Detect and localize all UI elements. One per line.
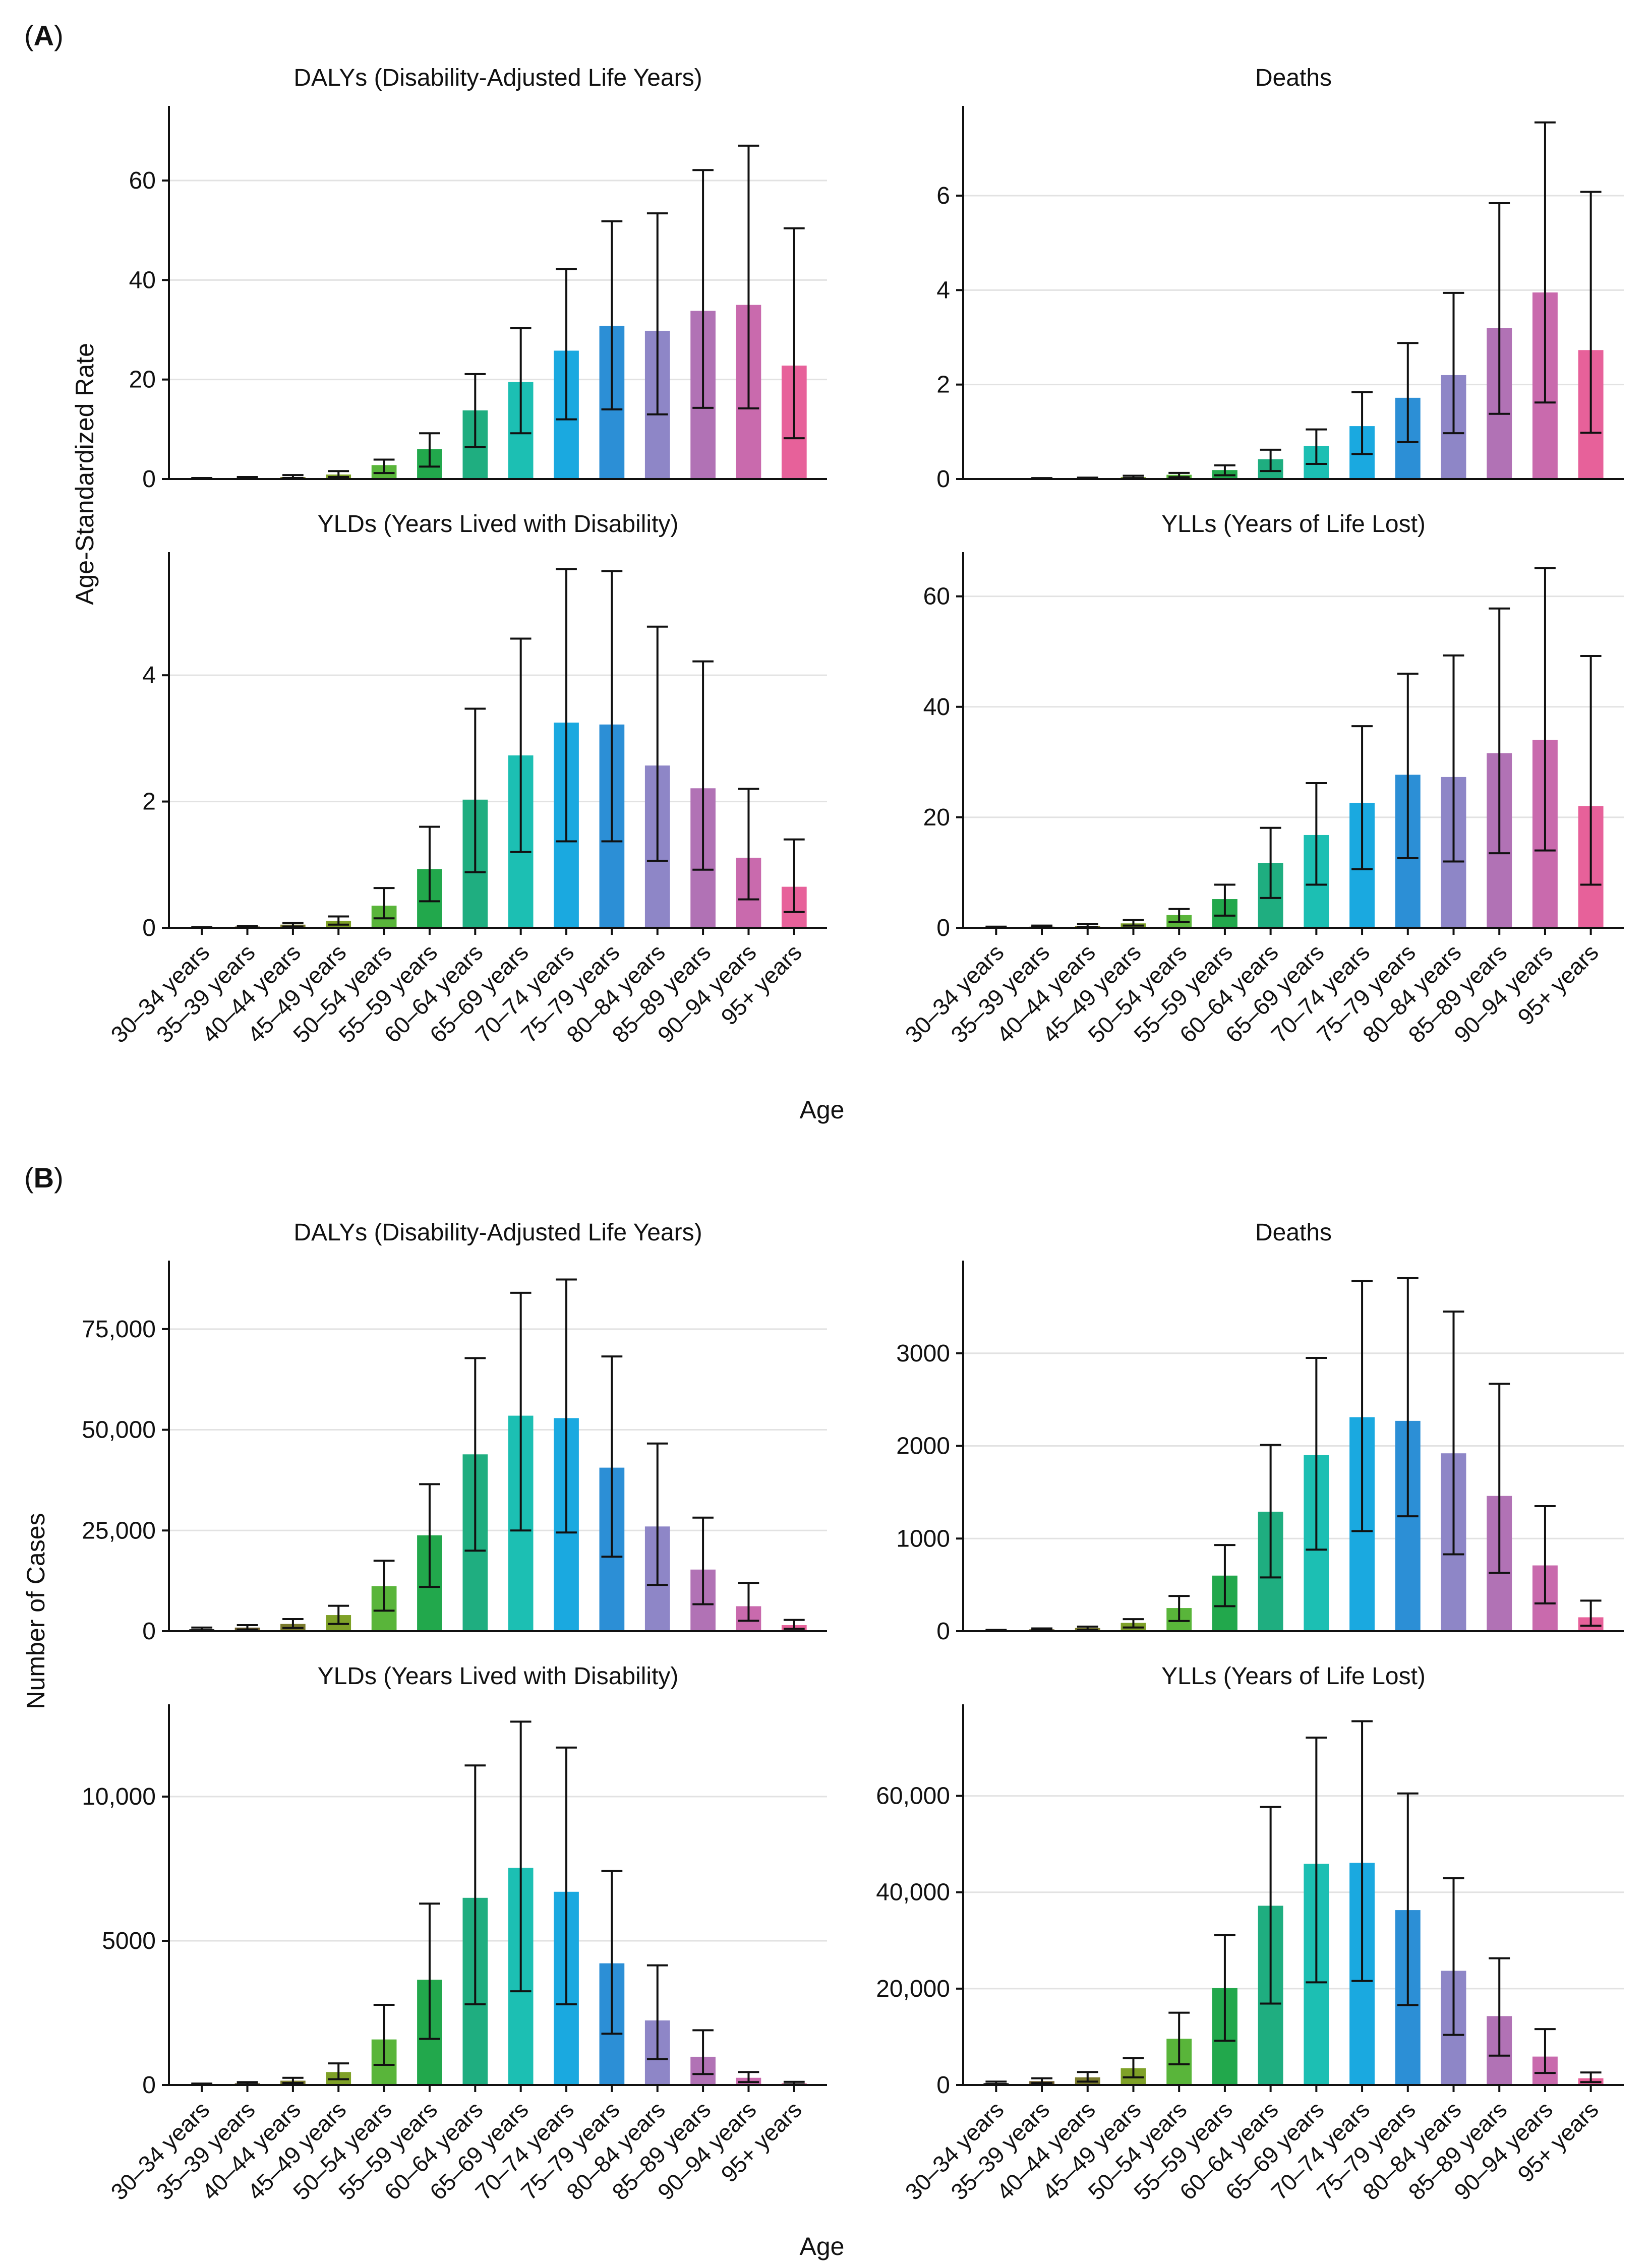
y-tick-label: 0 <box>936 2072 950 2099</box>
y-tick-label: 60 <box>129 167 156 194</box>
panel-label-a-letter: A <box>34 20 54 51</box>
y-tick-label: 5000 <box>102 1928 156 1954</box>
y-tick-label: 0 <box>936 1618 950 1645</box>
chart-title: YLLs (Years of Life Lost) <box>1161 1663 1426 1690</box>
y-tick-label: 50,000 <box>82 1417 156 1444</box>
y-tick-label: 0 <box>936 915 950 941</box>
panel-b-y-axis-label: Number of Cases <box>22 1513 50 1709</box>
axis-lines <box>168 106 827 480</box>
y-tick-label: 4 <box>142 662 156 689</box>
y-tick-label: 0 <box>142 1618 156 1645</box>
chart-title: YLDs (Years Lived with Disability) <box>318 1663 679 1690</box>
y-tick-label: 6 <box>936 183 950 209</box>
panel-a-header: (A) <box>24 20 64 51</box>
chart-title: YLDs (Years Lived with Disability) <box>318 511 679 538</box>
y-tick-label: 0 <box>936 466 950 493</box>
y-tick-label: 10,000 <box>82 1783 156 1810</box>
chart-6: Deaths 0 1000 2000 3000 <box>896 1219 1624 1645</box>
chart-title: DALYs (Disability-Adjusted Life Years) <box>293 1219 702 1246</box>
axis-lines <box>962 552 1624 929</box>
panel-a-x-axis-label: Age <box>800 1096 845 1124</box>
y-tick-label: 0 <box>142 2072 156 2099</box>
chart-7: YLDs (Years Lived with Disability) 0 5000 1… <box>82 1663 827 2205</box>
chart-title: DALYs (Disability-Adjusted Life Years) <box>293 65 702 91</box>
chart-3: YLDs (Years Lived with Disability)02430–… <box>105 511 827 1048</box>
chart-5: DALYs (Disability-Adjusted Life Years) 0 2… <box>82 1219 827 1645</box>
axis-lines <box>168 552 827 929</box>
y-tick-label: 2 <box>142 789 156 815</box>
chart-1: DALYs (Disability-Adjusted Life Years) 0 2… <box>129 65 827 493</box>
chart-title: Deaths <box>1255 1219 1332 1246</box>
y-tick-label: 2000 <box>896 1433 950 1460</box>
y-tick-label: 40 <box>923 694 950 721</box>
chart-title: Deaths <box>1255 65 1332 91</box>
y-tick-label: 4 <box>936 277 950 304</box>
panel-label-b: (B) <box>24 1162 64 1194</box>
y-tick-label: 3000 <box>896 1340 950 1367</box>
y-tick-label: 20 <box>923 804 950 831</box>
y-tick-label: 20,000 <box>876 1976 950 2002</box>
charts-container: DALYs (Disability-Adjusted Life Years) 0 2… <box>82 65 1624 2205</box>
y-tick-label: 20 <box>129 367 156 393</box>
y-tick-label: 40 <box>129 267 156 293</box>
axis-lines <box>168 1704 827 2086</box>
y-tick-label: 60 <box>923 583 950 610</box>
y-tick-label: 25,000 <box>82 1517 156 1544</box>
chart-8: YLLs (Years of Life Lost) 0 20,000 40,000 60… <box>876 1663 1624 2205</box>
y-tick-label: 0 <box>142 915 156 941</box>
y-tick-label: 1000 <box>896 1525 950 1552</box>
axis-lines <box>168 1261 827 1632</box>
panel-label-a: (A) <box>24 20 64 51</box>
axis-lines <box>962 1261 1624 1632</box>
y-tick-label: 2 <box>936 372 950 398</box>
panel-b-header: (B) <box>24 1162 64 1194</box>
y-tick-label: 60,000 <box>876 1783 950 1810</box>
y-tick-label: 75,000 <box>82 1316 156 1343</box>
axis-lines <box>962 1704 1624 2086</box>
panel-b-x-axis-label: Age <box>800 2232 845 2260</box>
panel-label-b-letter: B <box>34 1162 54 1194</box>
chart-2: Deaths 0 2 4 6 <box>936 65 1624 493</box>
axis-lines <box>962 106 1624 480</box>
panel-a-y-axis-label: Age-Standardized Rate <box>71 343 99 605</box>
chart-title: YLLs (Years of Life Lost) <box>1161 511 1426 538</box>
y-tick-label: 0 <box>142 466 156 493</box>
y-tick-label: 40,000 <box>876 1879 950 1906</box>
